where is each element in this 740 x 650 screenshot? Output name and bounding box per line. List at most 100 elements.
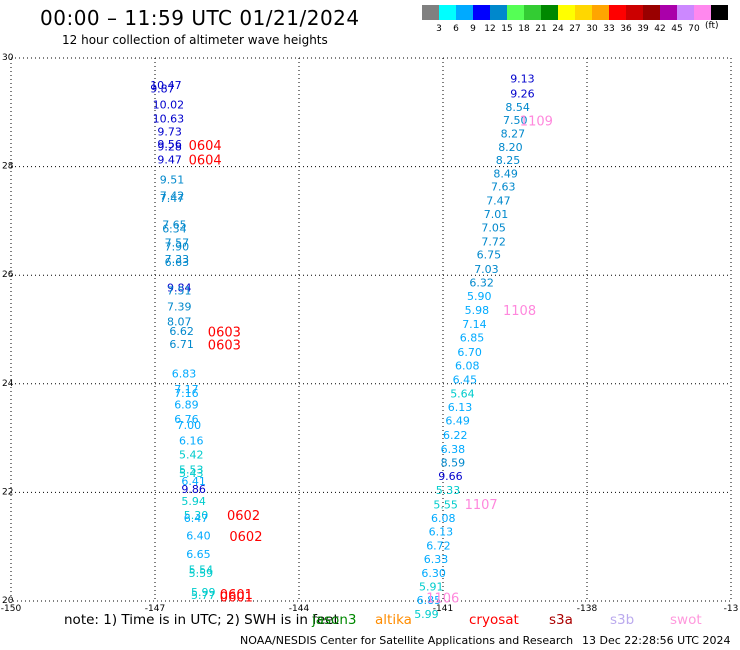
legend-label: 18 [518, 24, 530, 34]
wave-height-label: 6.65 [186, 548, 211, 561]
wave-height-label: 6.83 [172, 367, 197, 380]
wave-height-label: 6.45 [453, 373, 478, 386]
legend-label: 33 [603, 24, 614, 34]
pass-label: 0601 [220, 588, 253, 603]
wave-height-label: 5.91 [419, 580, 444, 593]
legend-label: 36 [620, 24, 632, 34]
mission-cryosat: cryosat [469, 612, 519, 628]
legend-swatch [439, 5, 456, 20]
wave-height-label: 9.13 [510, 73, 535, 86]
x-tick-label: -138 [577, 604, 598, 614]
wave-height-label: 7.05 [481, 221, 506, 234]
wave-height-label: 5.99 [191, 586, 216, 599]
wave-height-label: 6.13 [448, 401, 473, 414]
wave-height-label: 7.57 [165, 237, 190, 250]
plot-border [10, 57, 732, 602]
legend-label: 39 [637, 24, 649, 34]
wave-height-label: 9.84 [167, 282, 192, 295]
legend-swatch [558, 5, 575, 20]
pass-label: 1106 [426, 592, 459, 607]
pass-label: 0601 [220, 591, 253, 606]
wave-height-label: 8.20 [498, 141, 523, 154]
chart-subtitle: 12 hour collection of altimeter wave hei… [62, 33, 328, 47]
wave-height-label: 6.72 [426, 540, 451, 553]
wave-height-label: 6.70 [457, 346, 482, 359]
legend-swatch [473, 5, 490, 20]
wave-height-label: 6.62 [169, 325, 194, 338]
wave-height-label: 6.47 [184, 512, 209, 525]
wave-height-label: 8.54 [505, 101, 530, 114]
legend-swatch [660, 5, 677, 20]
wave-height-label: 6.22 [443, 429, 468, 442]
x-tick-label: -150 [1, 604, 22, 614]
wave-height-label: 5.53 [179, 464, 204, 477]
wave-height-label: 7.00 [177, 419, 202, 432]
pass-label: 0602 [229, 530, 262, 545]
wave-height-label: 7.47 [486, 194, 511, 207]
wave-height-label: 6.41 [181, 475, 206, 488]
legend-swatch [422, 5, 439, 20]
mission-s3b: s3b [610, 612, 635, 628]
y-tick-label: 26 [2, 270, 14, 280]
footer-credit: NOAA/NESDIS Center for Satellite Applica… [240, 634, 574, 647]
wave-height-label: 9.26 [510, 87, 535, 100]
legend-label: 45 [671, 24, 682, 34]
wave-height-label: 5.98 [465, 304, 490, 317]
wave-height-label: 5.99 [414, 608, 439, 621]
wave-height-label: 6.16 [179, 434, 204, 447]
legend-swatch [524, 5, 541, 20]
wave-height-label: 7.01 [484, 208, 509, 221]
legend-swatch [456, 5, 473, 20]
wave-height-label: 5.59 [189, 567, 214, 580]
y-tick-label: 24 [2, 379, 14, 389]
wave-height-label: 8.59 [441, 457, 466, 470]
wave-height-label: 9.47 [157, 154, 182, 167]
pass-label: 1108 [503, 304, 536, 319]
pass-label: 0603 [208, 339, 241, 354]
axis-ticks: -150 -147 -144 -141 -138 -13 20 22 24 26 28 30 [1, 53, 739, 614]
wave-height-label: 6.63 [165, 256, 190, 269]
wave-height-label: 9.51 [160, 174, 185, 187]
wave-height-label: 7.65 [162, 219, 187, 232]
legend-swatch [575, 5, 592, 20]
y-tick-label: 20 [2, 596, 14, 606]
wave-height-label: 7.47 [160, 192, 185, 205]
wave-height-label: 6.85 [417, 594, 442, 607]
wave-height-label: 7.17 [174, 383, 199, 396]
legend-swatch [609, 5, 626, 20]
wave-height-label: 6.49 [445, 415, 470, 428]
wave-height-label: 5.54 [189, 564, 214, 577]
wave-height-label: 8.27 [501, 127, 525, 140]
x-tick-label: -13 [724, 604, 739, 614]
wave-height-label: 9.73 [157, 125, 182, 138]
wave-height-label: 5.33 [436, 484, 461, 497]
y-tick-label: 28 [2, 162, 14, 172]
legend-label: 27 [569, 24, 580, 34]
wave-height-label: 5.55 [433, 498, 458, 511]
wave-height-label: 7.51 [167, 284, 192, 297]
wave-height-label: 10.02 [153, 99, 185, 112]
legend-label: 12 [484, 24, 495, 34]
wave-height-label: 8.07 [167, 315, 192, 328]
legend-label: 3 [436, 24, 442, 34]
legend-label: 9 [470, 24, 476, 34]
grid-lines [11, 58, 731, 601]
footer-timestamp: 13 Dec 22:28:56 UTC 2024 [582, 634, 731, 647]
x-tick-label: -141 [433, 604, 453, 614]
legend-label: 15 [501, 24, 512, 34]
wave-height-label: 8.49 [493, 168, 518, 181]
legend-swatch [507, 5, 524, 20]
legend-units: (ft) [705, 21, 719, 31]
wave-height-label: 6.71 [169, 338, 194, 351]
wave-height-label: 5.30 [184, 509, 209, 522]
wave-height-label: 6.85 [460, 332, 485, 345]
legend-label: 30 [586, 24, 598, 34]
legend-label: 21 [535, 24, 546, 34]
pass-label: 0602 [227, 509, 260, 524]
wave-height-label: 7.42 [160, 189, 185, 202]
wave-height-label: 7.63 [491, 181, 516, 194]
wave-height-label: 9.87 [150, 82, 175, 95]
wave-height-label: 6.08 [455, 359, 480, 372]
legend-swatch [541, 5, 558, 20]
